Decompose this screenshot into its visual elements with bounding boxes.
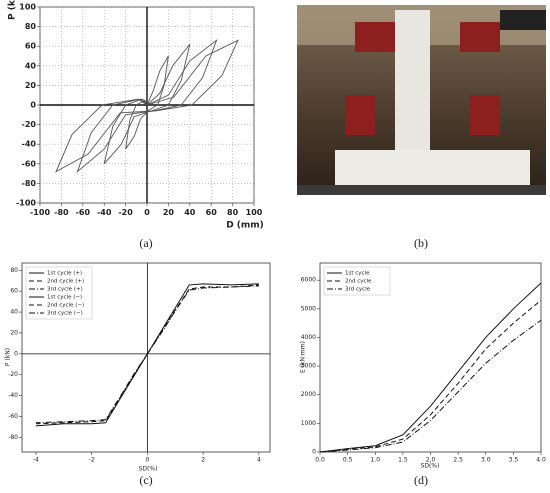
y-tick-label: 4000 — [301, 334, 316, 341]
x-axis-label: SD(%) — [139, 466, 158, 473]
y-tick-label: 40 — [25, 61, 37, 70]
y-tick-label: -80 — [22, 179, 37, 188]
y-tick-label: 20 — [10, 329, 18, 336]
legend-label: 1st cycle (−) — [47, 295, 82, 301]
legend-label: 3rd cycle (+) — [47, 287, 83, 293]
y-tick-label: -100 — [16, 199, 36, 208]
series-line — [146, 284, 259, 355]
x-tick-label: 100 — [246, 208, 263, 217]
series-line — [319, 299, 542, 453]
y-axis-label: P (kN) — [5, 348, 12, 366]
series-line — [55, 39, 239, 173]
legend-frame — [25, 266, 93, 320]
series-line — [146, 283, 259, 355]
x-tick-label: 4.0 — [536, 457, 546, 464]
y-tick-label: 60 — [10, 288, 18, 295]
photo — [297, 5, 546, 195]
y-axis-label: P (kN) — [8, 0, 18, 20]
series-line — [125, 55, 169, 150]
legend-frame — [323, 266, 391, 296]
x-tick-label: 2.0 — [426, 457, 436, 464]
y-tick-label: 40 — [10, 309, 18, 316]
series-line — [103, 43, 191, 165]
legend-label: 3rd cycle — [345, 287, 371, 293]
y-tick-label: 3000 — [301, 363, 316, 370]
panel-label: (d) — [414, 473, 428, 487]
x-tick-label: -2 — [89, 457, 95, 464]
panel-label: (b) — [414, 236, 428, 250]
x-tick-label: 80 — [227, 208, 239, 217]
y-tick-label: 80 — [10, 267, 18, 274]
y-tick-label: -80 — [8, 434, 18, 441]
panel-label: (a) — [139, 236, 152, 250]
y-tick-label: 0 — [14, 350, 18, 357]
x-tick-label: 40 — [184, 208, 196, 217]
y-tick-label: 80 — [25, 22, 37, 31]
x-tick-label: 4 — [257, 457, 261, 464]
x-tick-label: -60 — [76, 208, 91, 217]
legend-label: 2nd cycle — [345, 279, 372, 285]
x-tick-label: 0 — [145, 457, 149, 464]
x-tick-label: 3.0 — [481, 457, 491, 464]
y-tick-label: 2000 — [301, 391, 316, 398]
y-axis-label: E (kN·mm) — [300, 341, 307, 373]
y-tick-label: 20 — [25, 81, 37, 90]
y-tick-label: -60 — [22, 159, 37, 168]
x-tick-label: -100 — [30, 208, 50, 217]
x-tick-label: -20 — [118, 208, 133, 217]
x-tick-label: 1.5 — [398, 457, 408, 464]
legend-label: 1st cycle — [345, 271, 370, 277]
y-tick-label: 100 — [19, 3, 36, 12]
x-axis-label: D (mm) — [226, 221, 264, 231]
x-tick-label: 20 — [163, 208, 175, 217]
x-tick-label: 3.5 — [509, 457, 519, 464]
x-tick-label: 60 — [206, 208, 218, 217]
y-tick-label: 60 — [25, 42, 37, 51]
y-tick-label: 5000 — [301, 305, 316, 312]
x-tick-label: -80 — [54, 208, 69, 217]
y-tick-label: 0 — [312, 449, 316, 456]
y-tick-label: 6000 — [301, 277, 316, 284]
x-tick-label: 2.5 — [453, 457, 463, 464]
x-tick-label: 0 — [144, 208, 150, 217]
legend-label: 2nd cycle (+) — [47, 279, 84, 285]
legend-label: 2nd cycle (−) — [47, 303, 84, 309]
series-line — [76, 39, 218, 174]
plot-frame — [21, 262, 271, 453]
y-tick-label: 1000 — [301, 420, 316, 427]
series-line — [319, 319, 542, 453]
legend-label: 3rd cycle (−) — [47, 311, 83, 317]
series-line — [319, 282, 542, 453]
y-tick-label: -40 — [8, 392, 18, 399]
series-line — [35, 353, 148, 425]
legend-label: 1st cycle (+) — [47, 271, 82, 277]
y-tick-label: 0 — [30, 101, 36, 110]
x-tick-label: 2 — [201, 457, 205, 464]
y-tick-label: -40 — [22, 140, 37, 149]
x-tick-label: -4 — [33, 457, 39, 464]
y-tick-label: -60 — [8, 413, 18, 420]
panel-label: (c) — [139, 473, 152, 487]
x-axis-label: SD(%) — [421, 463, 440, 470]
series-line — [146, 285, 259, 355]
x-tick-label: 0.0 — [315, 457, 325, 464]
x-tick-label: -40 — [97, 208, 112, 217]
x-tick-label: 0.5 — [343, 457, 353, 464]
y-tick-label: -20 — [22, 120, 37, 129]
x-tick-label: 1.0 — [370, 457, 380, 464]
series-line — [35, 353, 148, 424]
series-line — [35, 353, 148, 427]
y-tick-label: -20 — [8, 371, 18, 378]
